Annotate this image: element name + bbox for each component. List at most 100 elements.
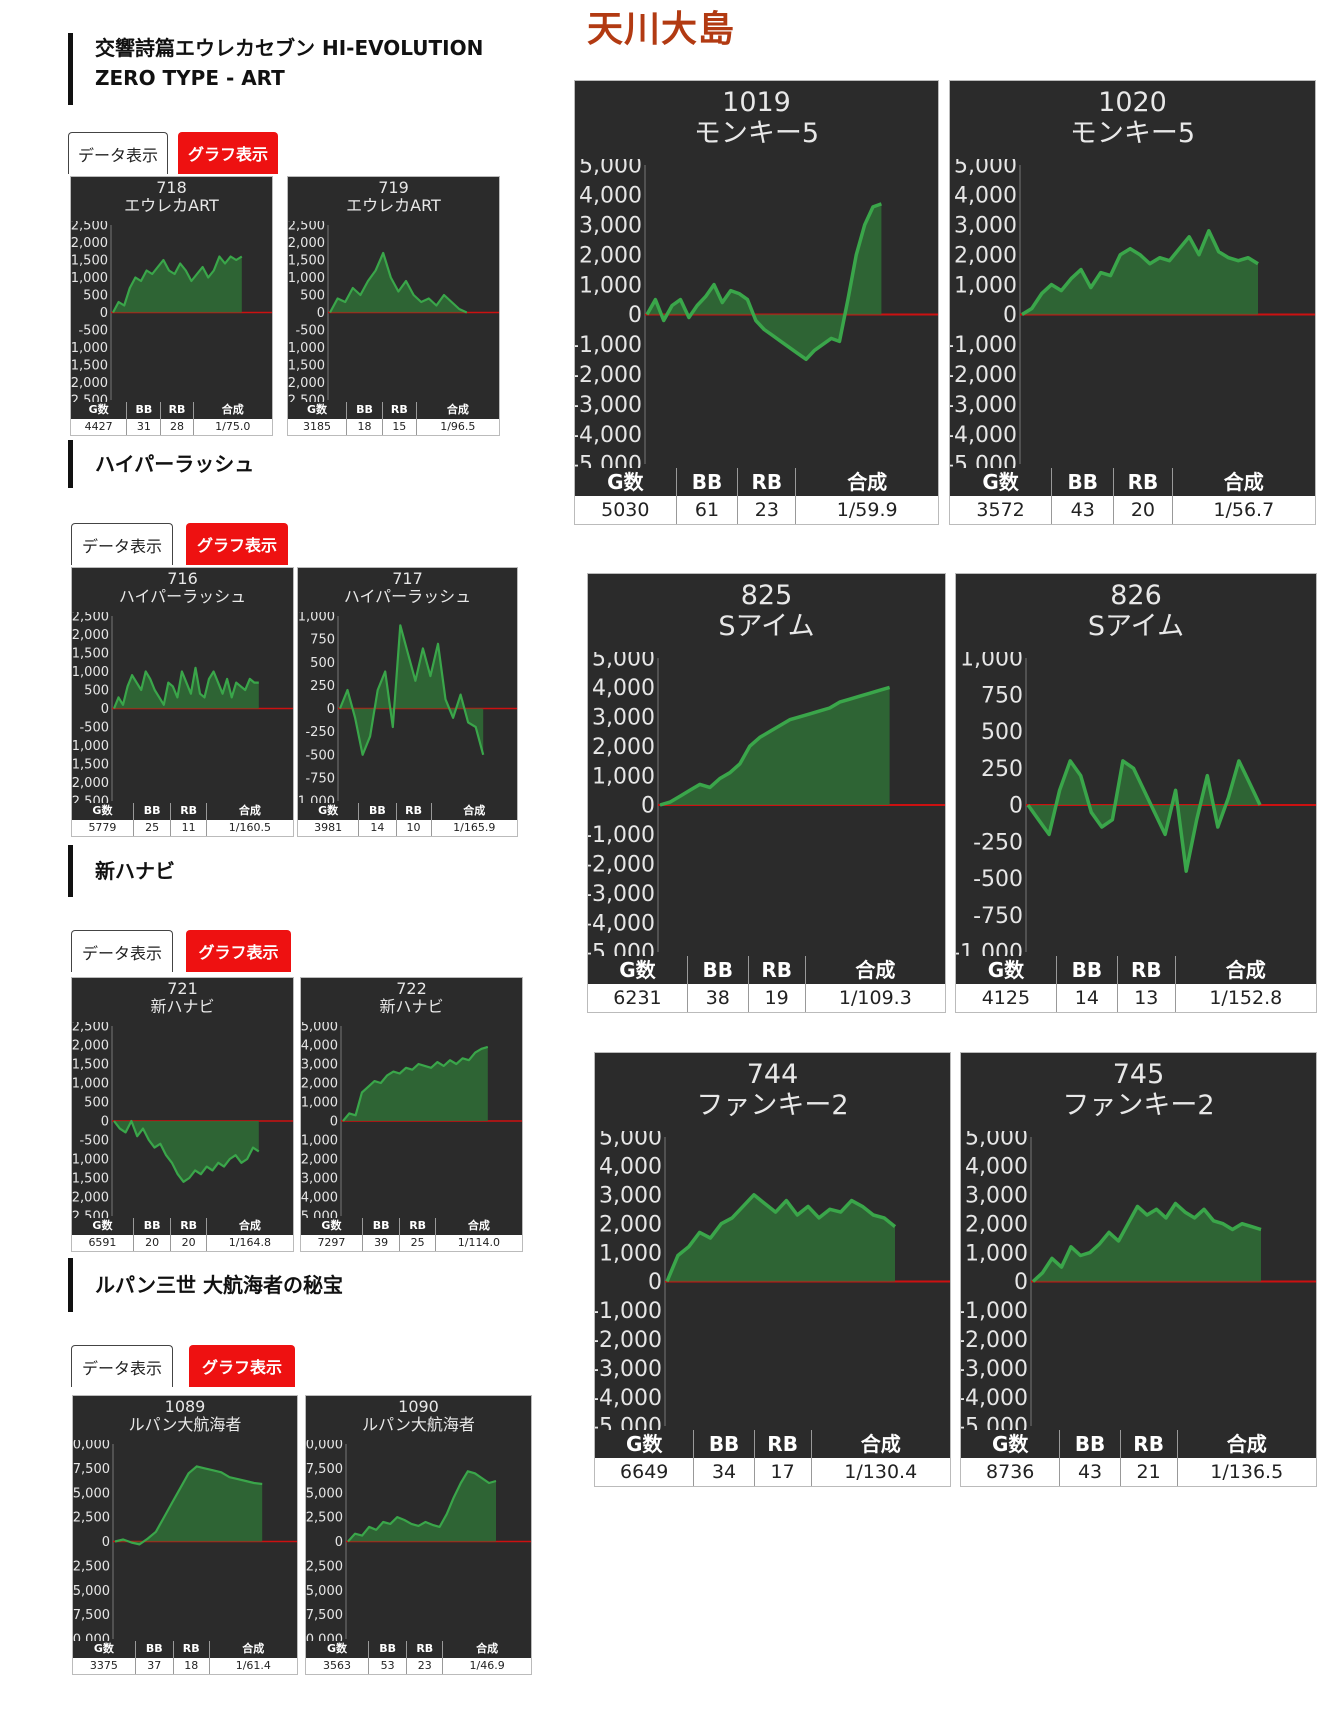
y-tick-label: -5,000 [575,453,642,470]
stats-table: G数 BB RB 合成 3375 37 18 1/61.4 [73,1641,297,1674]
stats-value-games: 3375 [73,1657,136,1674]
y-tick-label: -3,000 [575,393,642,418]
y-tick-label: -250 [973,830,1023,855]
y-tick-label: -5,000 [961,1415,1028,1432]
stats-value-combined: 1/130.4 [844,1461,918,1483]
tab-graph-view[interactable]: グラフ表示 [189,1345,295,1387]
chart-title: 1019 モンキー5 [575,87,938,149]
stats-header-rb: RB [171,1218,207,1235]
machine-model: ハイパーラッシュ [343,587,472,607]
stats-value-bb: 18 [347,418,383,435]
tab-data-view[interactable]: データ表示 [71,1345,173,1387]
y-tick-label: 5,000 [592,652,655,672]
y-tick-label: 2,000 [301,1077,338,1092]
stats-table: G数 BB RB 合成 7297 39 25 1/114.0 [301,1218,522,1251]
y-tick-label: 2,000 [954,243,1017,268]
machine-number: 745 [1112,1059,1165,1090]
tab-graph-view[interactable]: グラフ表示 [186,523,288,565]
slot-graph-card[interactable]: 1020 モンキー5 5,000 4,000 3,000 2,000 1,000 0 -1,00… [949,80,1316,525]
tab-label: グラフ表示 [201,1358,282,1377]
stats-header-games: G数 [956,956,1057,984]
y-tick-label: 5,000 [73,1486,110,1501]
stats-header-games: G数 [71,402,128,419]
line-chart: 5,000 4,000 3,000 2,000 1,000 0 -1,000 -2,000 -3… [950,159,1315,470]
tab-graph-view[interactable]: グラフ表示 [186,930,291,972]
y-tick-label: -3,000 [301,1172,338,1187]
machine-model: 新ハナビ [150,997,215,1017]
chart-title: 826 Sアイム [956,580,1316,642]
y-tick-label: -1,500 [72,758,109,773]
stats-value-bb: 53 [369,1657,408,1674]
machine-number: 721 [167,979,198,998]
series-area [330,253,467,313]
y-tick-label: 2,000 [599,1212,662,1237]
chart-title: 825 Sアイム [588,580,945,642]
y-tick-label: -2,500 [71,394,108,404]
y-tick-label: 0 [327,702,335,717]
stats-value-rb: 25 [400,1234,436,1251]
stats-table: G数 BB RB 合成 8736 43 21 1/136.5 [961,1430,1316,1486]
y-tick-label: 2,000 [965,1212,1028,1237]
y-tick-label: 4,000 [592,676,655,701]
series-area [348,1471,496,1542]
y-tick-label: -5,000 [595,1415,662,1432]
machine-model: Sアイム [718,611,815,643]
y-tick-label: -2,000 [961,1328,1028,1353]
stats-header-rb: RB [1118,956,1176,984]
line-chart: 2,500 2,000 1,500 1,000 500 0 -500 -1,000 -1,500… [288,221,499,404]
y-tick-label: 4,000 [599,1155,662,1180]
tab-data-view[interactable]: データ表示 [71,523,173,565]
machine-model: ハイパーラッシュ [118,587,247,607]
machine-number: 826 [1110,580,1162,611]
y-tick-label: 750 [310,633,335,648]
stats-header-rb: RB [738,468,797,496]
stats-value-combined: 1/114.0 [457,1235,500,1249]
machine-number: 744 [746,1059,799,1090]
section-title-text: ハイパーラッシュ [95,452,255,476]
y-tick-label: -2,500 [72,1210,109,1220]
stats-value-combined: 1/61.4 [235,1658,271,1672]
slot-graph-card[interactable]: 745 ファンキー2 5,000 4,000 3,000 2,000 1,000 0 -1,00… [960,1052,1317,1487]
section-title-eureka: 交響詩篇エウレカセブン HI-EVOLUTION ZERO TYPE - ART [68,33,515,105]
y-tick-label: 0 [102,1535,110,1550]
y-tick-label: 3,000 [301,1058,338,1073]
machine-model: エウレカART [124,196,219,216]
y-tick-label: -500 [295,324,325,339]
stats-header-combined: 合成 [446,403,469,416]
series-line [338,624,485,756]
line-chart: 1,000 750 500 250 0 -250 -500 -750 -1,000 [298,612,517,805]
tab-label: グラフ表示 [196,536,277,555]
y-tick-label: 1,000 [954,273,1017,298]
machine-model: Sアイム [1087,611,1185,643]
slot-graph-card[interactable]: 826 Sアイム 1,000 750 500 250 0 -250 -500 -750 -1,000… [955,573,1317,1013]
machine-model: ファンキー2 [696,1090,849,1122]
tab-graph-view[interactable]: グラフ表示 [178,132,278,174]
tab-data-view[interactable]: データ表示 [68,132,168,174]
machine-model: 新ハナビ [379,997,444,1017]
stats-header-games: G数 [73,1641,136,1658]
stats-value-bb: 25 [134,819,172,836]
stats-value-games: 4427 [71,418,128,435]
y-tick-label: 250 [981,757,1023,782]
series-area [343,1046,488,1121]
stats-value-games: 5779 [72,819,134,836]
y-tick-label: 1,500 [72,1058,109,1073]
machine-number: 1090 [398,1397,439,1416]
machine-number: 719 [378,178,409,197]
series-line [114,1465,263,1546]
slot-graph-card[interactable]: 1019 モンキー5 5,000 4,000 3,000 2,000 1,000 0 -1,00… [574,80,939,525]
stats-header-games: G数 [961,1430,1061,1458]
tab-data-view[interactable]: データ表示 [71,930,173,972]
slot-graph-card[interactable]: 825 Sアイム 5,000 4,000 3,000 2,000 1,000 0 -1,000 -… [587,573,946,1013]
series-area [660,687,890,805]
stats-table: G数 BB RB 合成 5030 61 23 1/59.9 [575,468,938,524]
slot-graph-card[interactable]: 744 ファンキー2 5,000 4,000 3,000 2,000 1,000 0 -1,00… [594,1052,951,1487]
